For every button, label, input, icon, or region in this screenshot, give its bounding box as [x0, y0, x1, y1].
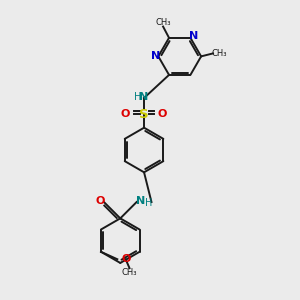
Text: O: O: [96, 196, 105, 206]
Text: N: N: [136, 196, 146, 206]
Text: H: H: [146, 199, 153, 208]
Text: O: O: [121, 254, 130, 264]
Text: CH₃: CH₃: [155, 18, 171, 27]
Text: O: O: [158, 109, 167, 119]
Text: O: O: [121, 109, 130, 119]
Text: CH₃: CH₃: [122, 268, 137, 277]
Text: CH₃: CH₃: [212, 49, 227, 58]
Text: H: H: [134, 92, 141, 102]
Text: N: N: [151, 51, 160, 62]
Text: N: N: [140, 92, 149, 102]
Text: S: S: [139, 108, 149, 121]
Text: N: N: [189, 32, 198, 41]
